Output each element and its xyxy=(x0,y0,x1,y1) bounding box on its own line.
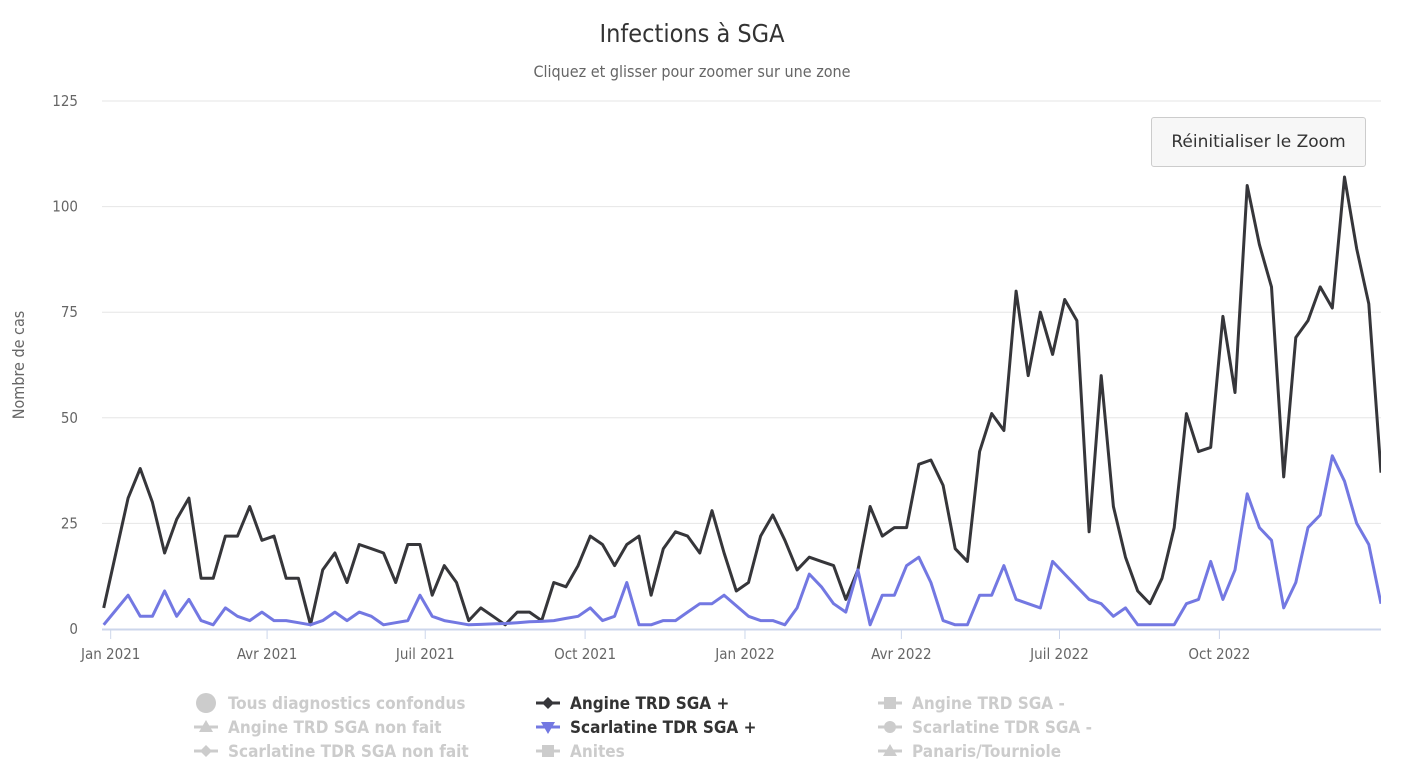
diamond-marker-icon xyxy=(542,697,554,709)
legend-item[interactable]: Angine TRD SGA non fait xyxy=(194,718,442,738)
reset-zoom-button[interactable]: Réinitialiser le Zoom xyxy=(1151,117,1366,167)
y-tick-label: 25 xyxy=(61,514,78,532)
legend-label: Anites xyxy=(570,742,625,762)
legend-label: Angine TRD SGA + xyxy=(570,694,729,714)
legend-item[interactable]: Scarlatine TDR SGA non fait xyxy=(194,742,469,762)
legend-item[interactable]: Angine TRD SGA - xyxy=(878,694,1065,714)
y-tick-label: 0 xyxy=(69,620,78,638)
series-line-scarlatine-tdr-sga-plus xyxy=(102,454,1381,627)
legend-label: Scarlatine TDR SGA + xyxy=(570,718,756,738)
legend-label: Tous diagnostics confondus xyxy=(228,694,465,714)
triangle-marker-icon xyxy=(883,744,897,756)
square-marker-icon xyxy=(542,745,554,757)
x-tick-label: Juil 2022 xyxy=(1029,645,1089,663)
x-tick-label: Oct 2022 xyxy=(1188,645,1250,663)
x-tick-label: Jan 2021 xyxy=(80,645,140,663)
legend: Tous diagnostics confondus Angine TRD SGA… xyxy=(194,693,1092,762)
y-axis-title: Nombre de cas xyxy=(9,311,28,420)
legend-label: Scarlatine TDR SGA - xyxy=(912,718,1092,738)
chart-subtitle: Cliquez et glisser pour zoomer sur une z… xyxy=(533,62,850,81)
triangle-marker-icon xyxy=(199,720,213,732)
legend-item[interactable]: Scarlatine TDR SGA + xyxy=(536,718,756,738)
x-tick-label: Avr 2021 xyxy=(237,645,298,663)
legend-label: Scarlatine TDR SGA non fait xyxy=(228,742,469,762)
x-tick-label: Avr 2022 xyxy=(871,645,932,663)
y-tick-label: 100 xyxy=(52,198,78,216)
x-axis: Jan 2021 Avr 2021 Juil 2021 Oct 2021 Jan 202… xyxy=(80,628,1381,663)
chart-title: Infections à SGA xyxy=(600,19,786,48)
triangle-down-marker-icon xyxy=(541,722,555,734)
legend-item[interactable]: Panaris/Tourniole xyxy=(878,742,1061,762)
y-tick-label: 125 xyxy=(52,92,78,110)
legend-item[interactable]: Scarlatine TDR SGA - xyxy=(878,718,1092,738)
x-tick-label: Juil 2021 xyxy=(395,645,455,663)
series-group xyxy=(102,175,1381,627)
legend-item[interactable]: Tous diagnostics confondus xyxy=(196,693,465,714)
square-marker-icon xyxy=(884,697,896,709)
x-tick-label: Jan 2022 xyxy=(714,645,774,663)
series-line-angine-trd-sga-plus xyxy=(102,175,1381,627)
circle-marker-icon xyxy=(196,693,216,713)
legend-label: Panaris/Tourniole xyxy=(912,742,1061,762)
x-tick-label: Oct 2021 xyxy=(554,645,616,663)
y-tick-label: 50 xyxy=(61,409,78,427)
y-tick-label: 75 xyxy=(61,303,78,321)
legend-item[interactable]: Angine TRD SGA + xyxy=(536,694,729,714)
legend-item[interactable]: Anites xyxy=(536,742,625,762)
y-axis: 0 25 50 75 100 125 xyxy=(52,92,78,638)
legend-label: Angine TRD SGA non fait xyxy=(228,718,442,738)
circle-marker-icon xyxy=(884,721,896,733)
gridlines xyxy=(102,100,1381,524)
legend-label: Angine TRD SGA - xyxy=(912,694,1065,714)
diamond-marker-icon xyxy=(200,745,212,757)
